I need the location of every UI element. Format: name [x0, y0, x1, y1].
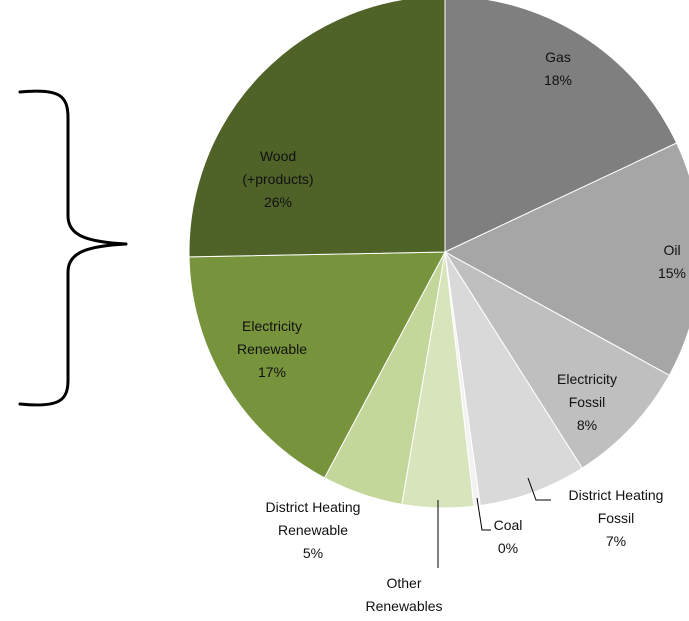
pie-slice-gas: [444, 0, 678, 253]
slice-label-line: 7%: [606, 533, 626, 549]
slice-label-line: 8%: [577, 417, 597, 433]
slice-label-line: 15%: [658, 265, 686, 281]
slice-label-line: Electricity: [242, 318, 302, 334]
slice-label-oil: Oil 15%: [658, 242, 686, 281]
slice-label-electricity-fossil: Electricity Fossil 8%: [557, 371, 617, 433]
slice-label-line: 5%: [303, 545, 323, 561]
leader-lines: [437, 477, 551, 568]
slice-label-line: Electricity: [557, 371, 617, 387]
slice-label-line: Fossil: [598, 510, 635, 526]
slice-label-line: (+products): [242, 171, 313, 187]
slice-label-line: District Heating: [569, 487, 664, 503]
slice-label-line: District Heating: [266, 499, 361, 515]
slice-labels: Gas 18% Oil 15% Electricity Fossil 8% District …: [237, 49, 686, 614]
slice-label-line: 0%: [498, 540, 518, 556]
slice-label-coal: Coal 0%: [494, 517, 523, 556]
pie-slice-electricity-renewable: [188, 251, 446, 479]
pie-slices: [188, 0, 689, 509]
slice-label-line: 17%: [258, 364, 286, 380]
slice-label-electricity-renewable: Electricity Renewable 17%: [237, 318, 307, 380]
slice-label-line: Gas: [545, 49, 571, 65]
pie-slice-oil: [443, 142, 689, 377]
slice-label-line: Other: [386, 575, 421, 591]
leader-line-coal: [476, 497, 491, 531]
slice-label-line: Renewable: [237, 341, 307, 357]
slice-label-district-heating-fossil: District Heating Fossil 7%: [569, 487, 664, 549]
slice-label-line: Oil: [663, 242, 680, 258]
slice-label-line: Wood: [260, 148, 296, 164]
slice-label-other-renewables: Other Renewables: [365, 575, 442, 614]
slice-label-line: Coal: [494, 517, 523, 533]
slice-label-district-heating-renewable: District Heating Renewable 5%: [266, 499, 361, 561]
slice-label-line: 26%: [264, 194, 292, 210]
slice-label-wood: Wood (+products) 26%: [242, 148, 313, 210]
slice-label-line: Fossil: [569, 394, 606, 410]
slice-label-gas: Gas 18%: [544, 49, 572, 88]
pie-slice-wood: [188, 0, 446, 258]
slice-label-line: 18%: [544, 72, 572, 88]
leader-line-district-heating-fossil: [527, 477, 551, 501]
slice-label-line: Renewables: [365, 598, 442, 614]
grouping-brace-icon: [18, 89, 128, 407]
slice-label-line: Renewable: [278, 522, 348, 538]
pie-slice-electricity-fossil: [444, 251, 671, 469]
